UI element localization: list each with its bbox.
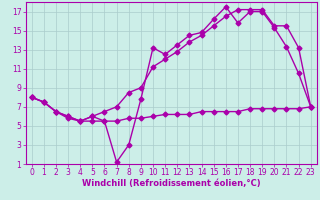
X-axis label: Windchill (Refroidissement éolien,°C): Windchill (Refroidissement éolien,°C) [82,179,260,188]
